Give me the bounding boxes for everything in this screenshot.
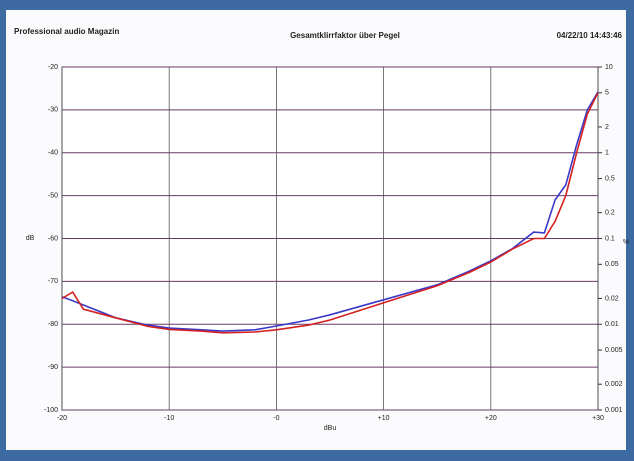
y2-tick-label: 0.002 (605, 381, 623, 388)
y2-tick-label: 0.01 (605, 321, 619, 328)
y-tick-label: -60 (48, 235, 58, 242)
y-tick-label: -30 (48, 107, 58, 114)
x-tick-label: +10 (378, 415, 390, 422)
y2-tick-label: 0.05 (605, 261, 619, 268)
chart-title: Gesamtklirrfaktor über Pegel (290, 31, 400, 40)
y2-tick-label: 0.02 (605, 295, 619, 302)
y2-tick-label: 2 (605, 124, 609, 131)
x-tick-label: -0 (273, 415, 279, 422)
y2-tick-label: 0.005 (605, 347, 623, 354)
y-tick-label: -70 (48, 278, 58, 285)
y2-tick-label: 0.5 (605, 175, 615, 182)
header-left: Professional audio Magazin (14, 27, 119, 36)
y-tick-label: -80 (48, 321, 58, 328)
y2-tick-label: 1 (605, 150, 609, 157)
series-line (61, 91, 599, 332)
x-tick-label: +30 (592, 415, 604, 422)
y2-tick-label: 5 (605, 90, 609, 97)
y2-tick-label: 10 (605, 64, 613, 71)
y2-tick-label: 0.1 (605, 235, 615, 242)
x-tick-label: -10 (164, 415, 174, 422)
x-axis-label: dBu (324, 425, 337, 432)
y-tick-label: -90 (48, 364, 58, 371)
y2-tick-label: 0.001 (605, 407, 623, 414)
y-tick-label: -50 (48, 192, 58, 199)
x-tick-label: +20 (485, 415, 497, 422)
header-right: 04/22/10 14:43:46 (557, 31, 623, 40)
y-tick-label: -20 (48, 64, 58, 71)
x-tick-label: -20 (57, 415, 67, 422)
y-axis-label: dB (26, 235, 35, 242)
y-tick-label: -40 (48, 150, 58, 157)
y2-axis-label: % (623, 239, 629, 246)
y2-tick-label: 0.2 (605, 210, 615, 217)
y-tick-label: -100 (44, 407, 58, 414)
series-line (61, 92, 599, 334)
